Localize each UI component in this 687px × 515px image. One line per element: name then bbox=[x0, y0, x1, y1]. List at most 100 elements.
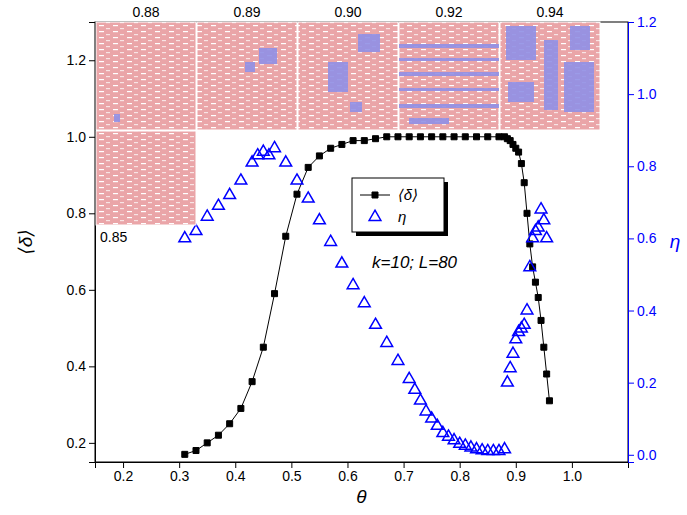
inset-domain bbox=[399, 104, 499, 108]
data-point bbox=[532, 279, 538, 285]
data-point bbox=[358, 297, 370, 307]
inset-domain bbox=[350, 102, 362, 112]
data-point bbox=[235, 174, 247, 184]
tick-label: 1.0 bbox=[563, 468, 583, 484]
annotation: k=10; L=80 bbox=[372, 253, 458, 272]
inset-domain bbox=[114, 114, 120, 122]
data-point bbox=[373, 136, 379, 142]
legend-box bbox=[352, 178, 444, 232]
data-point bbox=[474, 134, 480, 140]
tick: 0.4 bbox=[67, 358, 95, 374]
data-point bbox=[524, 210, 530, 216]
data-point bbox=[415, 394, 427, 404]
tick-label: 0.2 bbox=[114, 468, 134, 484]
inset-label: 0.94 bbox=[536, 4, 563, 20]
inset-snapshot bbox=[298, 22, 398, 130]
tick: 0.8 bbox=[628, 158, 657, 174]
data-point bbox=[476, 444, 488, 454]
data-point bbox=[204, 440, 210, 446]
data-point bbox=[190, 224, 202, 234]
data-point bbox=[546, 398, 552, 404]
data-point bbox=[370, 318, 382, 328]
data-point bbox=[201, 210, 213, 220]
data-point bbox=[305, 164, 311, 170]
data-point bbox=[213, 199, 225, 209]
y2-axis-title: η bbox=[670, 231, 681, 252]
data-point bbox=[350, 138, 356, 144]
tick-label: 1.0 bbox=[67, 129, 87, 145]
inset-domain bbox=[399, 88, 499, 91]
data-point bbox=[336, 257, 348, 267]
data-point bbox=[417, 134, 423, 140]
tick-label: 0.0 bbox=[637, 447, 657, 463]
tick-label: 1.2 bbox=[637, 14, 657, 30]
data-point bbox=[339, 141, 345, 147]
inset-snapshot bbox=[197, 22, 297, 130]
tick-label: 0.7 bbox=[394, 468, 414, 484]
data-point bbox=[395, 134, 401, 140]
tick-label: 0.8 bbox=[450, 468, 470, 484]
data-point bbox=[527, 232, 539, 242]
data-point bbox=[316, 153, 322, 159]
tick: 0.6 bbox=[628, 230, 657, 246]
data-point bbox=[538, 317, 544, 323]
data-point bbox=[314, 214, 326, 224]
tick-mark bbox=[628, 238, 634, 239]
data-point bbox=[538, 214, 550, 224]
y-axis: 0.20.40.60.81.01.2 bbox=[67, 23, 96, 463]
tick: 1.0 bbox=[628, 86, 657, 102]
tick-label: 1.0 bbox=[637, 86, 657, 102]
tick: 0.6 bbox=[338, 462, 358, 484]
data-point bbox=[392, 354, 404, 364]
data-point bbox=[510, 333, 522, 343]
inset-label: 0.85 bbox=[100, 229, 127, 245]
inset-snapshot bbox=[96, 22, 196, 130]
tick-label: 0.2 bbox=[637, 375, 657, 391]
tick: 0.7 bbox=[394, 462, 414, 484]
inset-domain bbox=[245, 62, 255, 72]
data-point bbox=[518, 161, 524, 167]
inset-domain bbox=[564, 62, 594, 112]
inset-domain bbox=[544, 40, 558, 110]
tick: 0.3 bbox=[170, 462, 190, 484]
tick-label: 0.6 bbox=[338, 468, 358, 484]
data-point bbox=[429, 134, 435, 140]
data-point bbox=[544, 371, 550, 377]
tick: 0.9 bbox=[507, 462, 527, 484]
data-point bbox=[524, 260, 536, 270]
x-axis-title: θ bbox=[356, 486, 367, 507]
data-point bbox=[518, 318, 530, 328]
data-point bbox=[535, 294, 541, 300]
data-point bbox=[541, 344, 547, 350]
inset-domain bbox=[508, 82, 534, 102]
tick-label: 0.8 bbox=[67, 205, 87, 221]
tick-label: 0.2 bbox=[67, 435, 87, 451]
tick-mark bbox=[628, 22, 634, 23]
tick: 0.4 bbox=[226, 462, 246, 484]
data-point bbox=[440, 134, 446, 140]
data-point bbox=[381, 336, 393, 346]
inset-label: 0.88 bbox=[132, 4, 159, 20]
data-point bbox=[328, 145, 334, 151]
data-point bbox=[272, 291, 278, 297]
data-point bbox=[179, 232, 191, 242]
inset-domain bbox=[409, 118, 449, 124]
legend: ⟨δ⟩η bbox=[352, 178, 448, 236]
tick-mark bbox=[89, 213, 95, 214]
plot-marks bbox=[179, 134, 553, 458]
data-point bbox=[409, 383, 421, 393]
data-point bbox=[325, 235, 337, 245]
data-point bbox=[499, 443, 511, 453]
y-axis-line bbox=[89, 23, 96, 463]
inset-snapshot bbox=[399, 22, 499, 130]
data-point bbox=[535, 203, 547, 213]
tick-mark bbox=[628, 166, 634, 167]
legend-label: ⟨δ⟩ bbox=[398, 186, 418, 203]
tick-label: 0.4 bbox=[637, 303, 657, 319]
tick-label: 0.4 bbox=[226, 468, 246, 484]
tick-label: 0.5 bbox=[282, 468, 302, 484]
data-point bbox=[507, 347, 519, 357]
tick: 0.6 bbox=[67, 282, 95, 298]
tick-mark bbox=[89, 60, 95, 61]
insets bbox=[96, 22, 600, 225]
